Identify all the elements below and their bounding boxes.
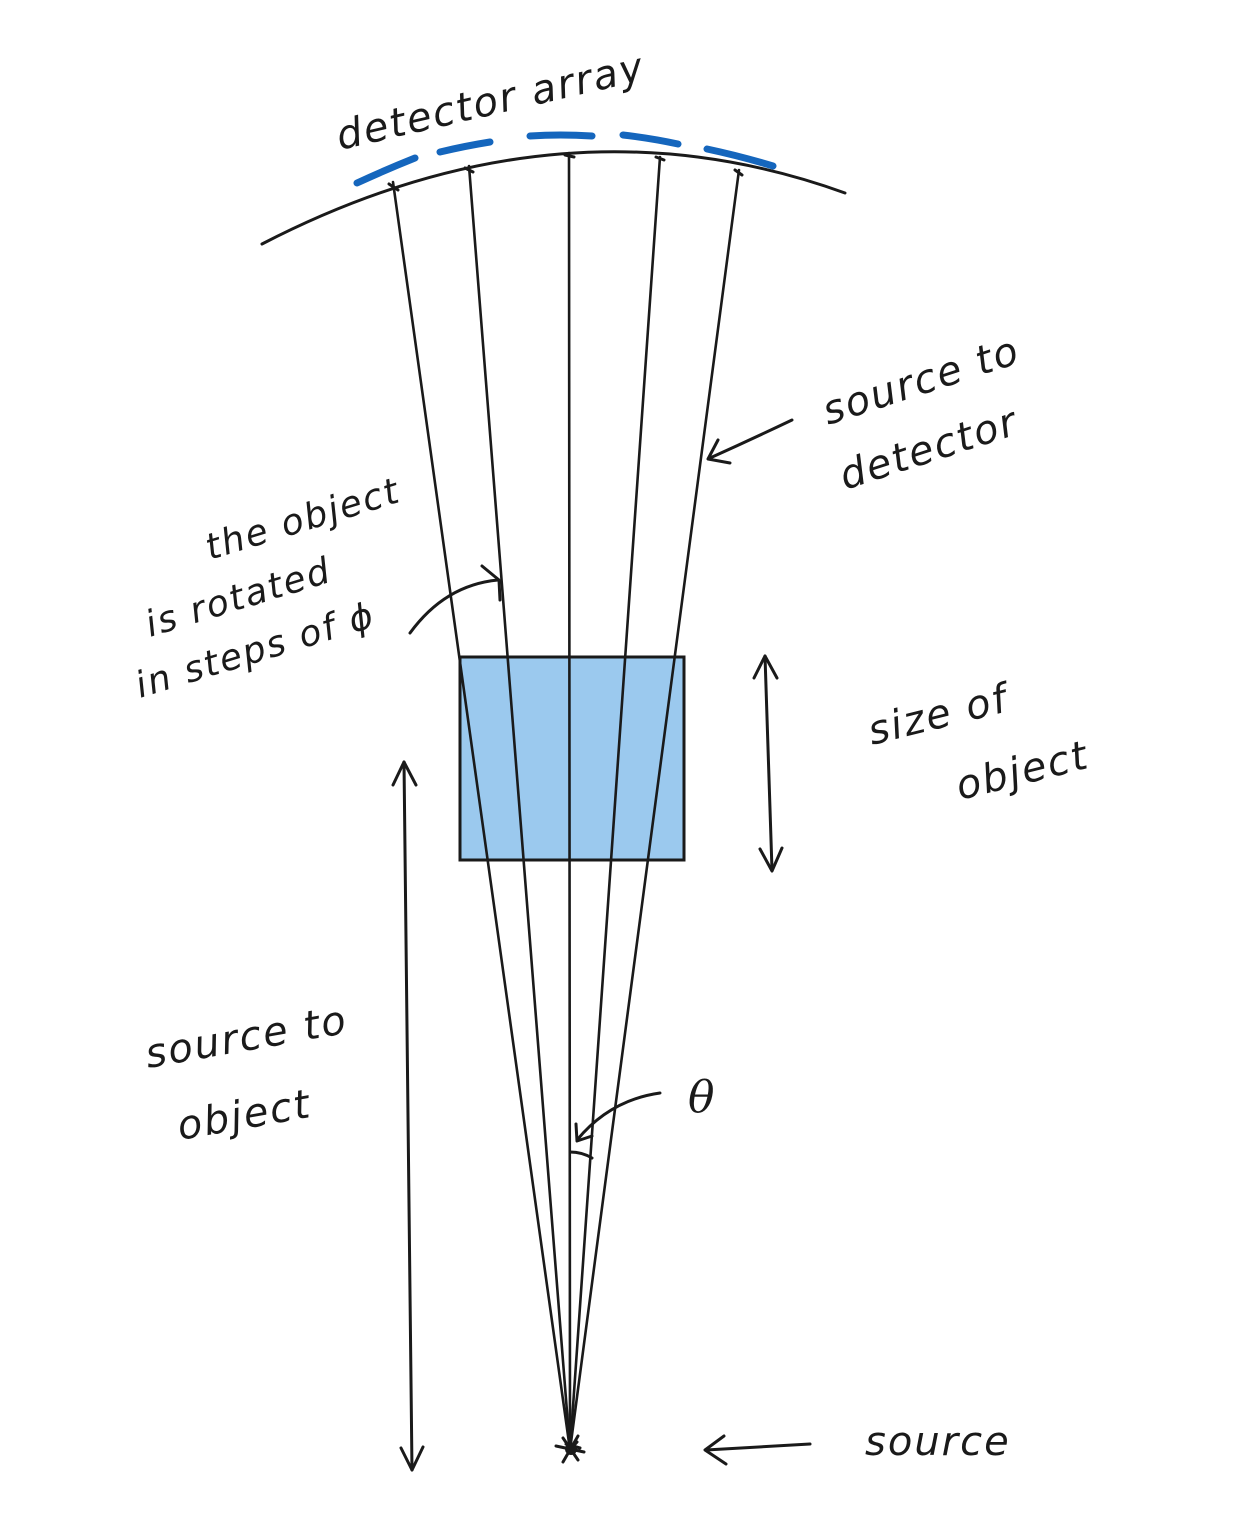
- source-to-object-label-line2: object: [174, 1081, 315, 1150]
- source-pointer-arrow: [703, 1434, 812, 1466]
- size-of-object-arrow: [752, 654, 784, 873]
- source-object-arrow-top-head: [391, 760, 418, 787]
- source-dot: [565, 1443, 577, 1455]
- source-pointer-shaft: [704, 1442, 812, 1452]
- object: [458, 655, 686, 862]
- source-point: [554, 1434, 586, 1464]
- ray-end-tick: [563, 153, 576, 159]
- size-arrow-top-head: [752, 654, 779, 680]
- ray: [391, 180, 572, 1452]
- detector-element: [436, 138, 494, 156]
- theta-arrow: [575, 1091, 662, 1142]
- detector-element: [353, 154, 419, 187]
- source-to-detector-arrow: [708, 418, 794, 460]
- x-ray-fan: [391, 151, 741, 1452]
- size-arrow-bottom-head: [758, 846, 784, 873]
- theta-arrowhead: [574, 1122, 594, 1143]
- source-to-detector-arrowhead: [706, 438, 732, 465]
- ray-end-tick: [733, 168, 744, 177]
- source-object-arrow-shaft: [402, 760, 414, 1472]
- source-label: source: [865, 1419, 1011, 1465]
- detector-element: [526, 131, 596, 140]
- ray: [567, 151, 572, 1452]
- source-pointer-head: [703, 1434, 728, 1466]
- detector-element: [703, 145, 777, 170]
- theta-arc: [568, 1150, 594, 1160]
- ray: [568, 168, 741, 1452]
- ray-end-tick: [654, 155, 666, 162]
- size-of-object-label-line1: size of: [863, 675, 1017, 755]
- ray: [568, 155, 662, 1452]
- size-arrow-shaft: [763, 654, 774, 872]
- ray-end-tick: [463, 166, 475, 174]
- size-of-object-label-line2: object: [951, 732, 1093, 809]
- rotation-arrow: [408, 578, 500, 635]
- source-object-arrow-bottom-head: [399, 1445, 425, 1472]
- source-to-object-arrow: [391, 760, 425, 1472]
- source-to-object-label-line1: source to: [142, 997, 351, 1078]
- ray-end-tick: [387, 182, 400, 192]
- theta-label: θ: [688, 1072, 715, 1123]
- detector-element: [619, 131, 682, 148]
- ray-endpoints: [387, 153, 744, 192]
- ray: [467, 164, 572, 1452]
- rotation-label-line1: the object: [201, 470, 406, 568]
- detector-array: [353, 131, 777, 187]
- rotation-arrowhead: [480, 564, 502, 602]
- detector-arc: [260, 150, 847, 246]
